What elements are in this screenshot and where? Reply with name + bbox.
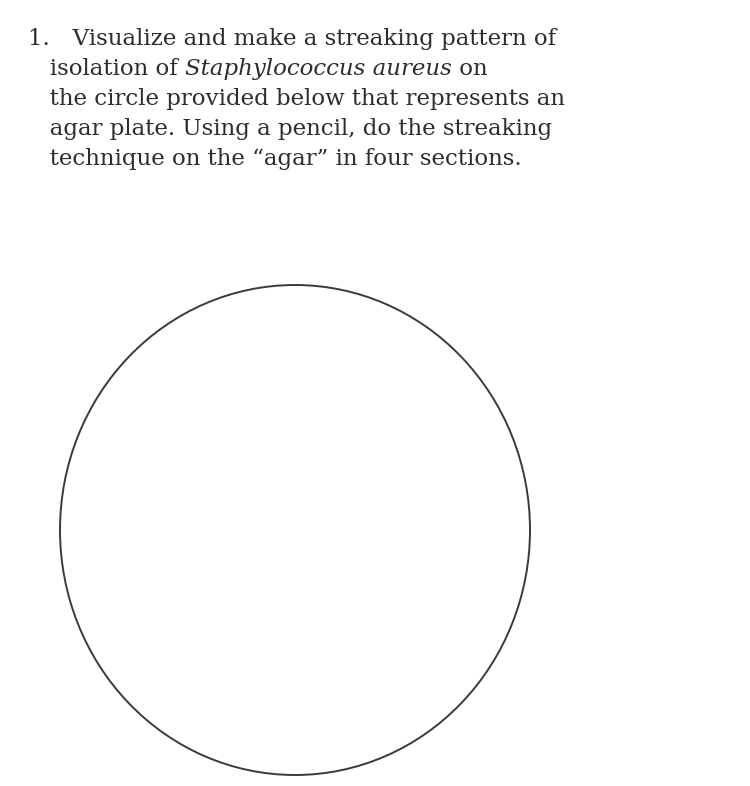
Text: isolation of: isolation of [28, 58, 185, 80]
Text: agar plate. Using a pencil, do the streaking: agar plate. Using a pencil, do the strea… [28, 118, 552, 140]
Text: on: on [452, 58, 488, 80]
Text: Staphylococcus aureus: Staphylococcus aureus [185, 58, 452, 80]
Text: 1. Visualize and make a streaking pattern of: 1. Visualize and make a streaking patter… [28, 28, 556, 50]
Text: technique on the “agar” in four sections.: technique on the “agar” in four sections… [28, 148, 522, 170]
Text: the circle provided below that represents an: the circle provided below that represent… [28, 88, 565, 110]
